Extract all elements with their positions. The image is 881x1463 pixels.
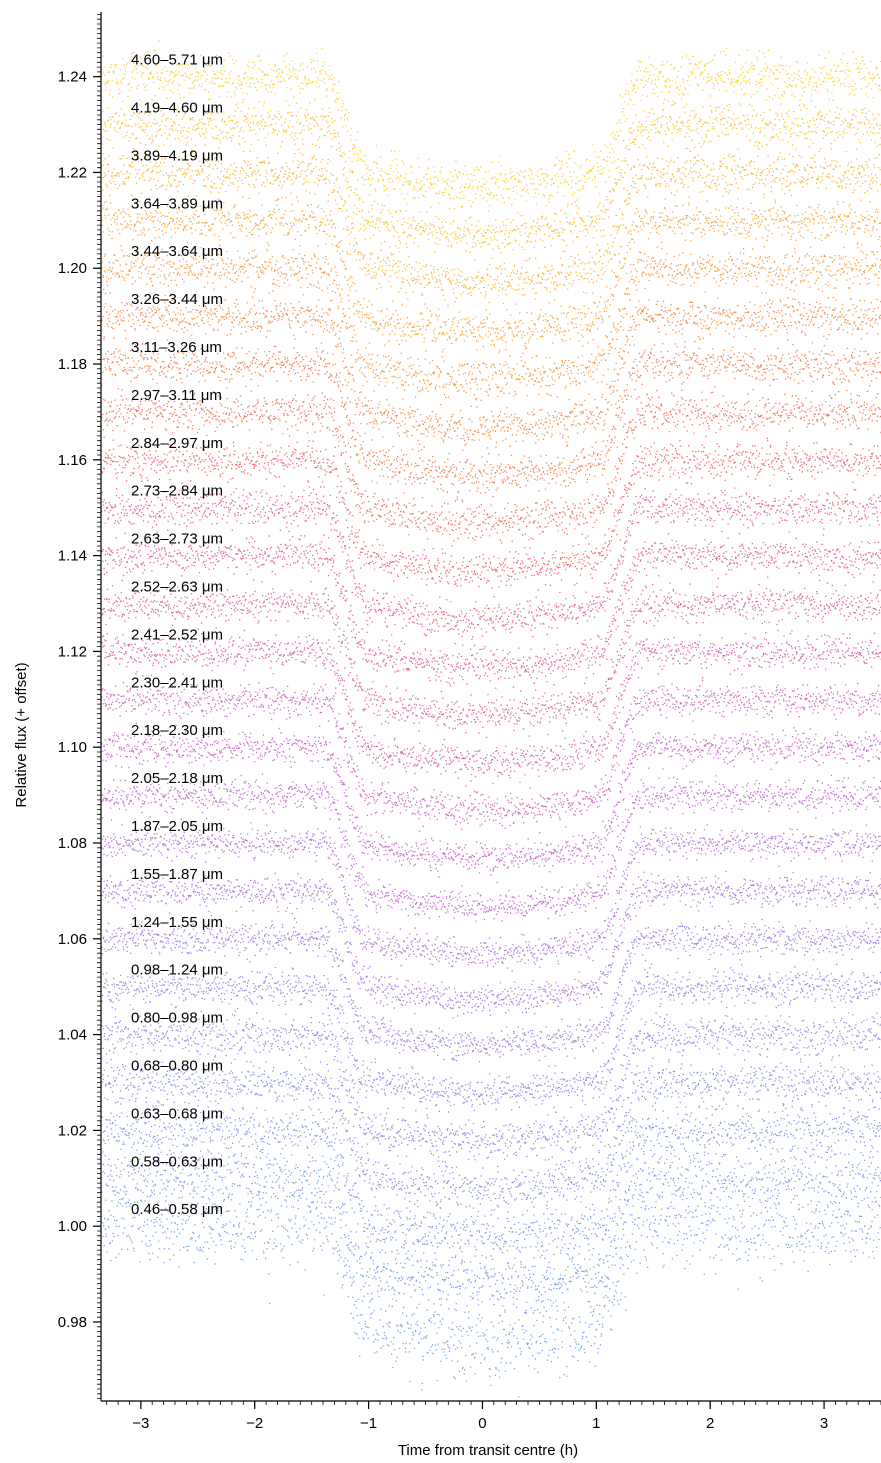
series-18: [101, 331, 881, 503]
series-4: [101, 1006, 881, 1168]
x-tick-label-0: −3: [132, 1415, 149, 1432]
y-tick-label-4: 1.06: [58, 931, 87, 948]
series-points-7: [101, 870, 881, 1019]
series-points-16: [101, 434, 881, 598]
series-23: [101, 89, 881, 262]
y-tick-label-3: 1.04: [58, 1027, 87, 1044]
y-tick-label-6: 1.10: [58, 739, 87, 756]
series-points-14: [101, 520, 881, 692]
series-label-9: 2.05–2.18 μm: [131, 770, 223, 787]
series-points-4: [101, 1006, 881, 1168]
series-6: [101, 912, 881, 1063]
series-points-20: [101, 242, 881, 405]
series-label-16: 2.84–2.97 μm: [131, 435, 223, 452]
series-22: [101, 139, 881, 305]
series-label-layer: 0.46–0.58 μm 0.58–0.63 μm 0.63–0.68 μm 0.68…: [131, 52, 223, 1218]
series-points-19: [101, 286, 881, 452]
y-tick-label-2: 1.02: [58, 1122, 87, 1139]
series-points-15: [101, 484, 881, 638]
series-label-5: 0.98–1.24 μm: [131, 962, 223, 979]
series-label-21: 3.64–3.89 μm: [131, 195, 223, 212]
series-points-10: [101, 718, 881, 878]
series-label-3: 0.68–0.80 μm: [131, 1058, 223, 1075]
x-tick-label-6: 3: [820, 1415, 828, 1432]
series-label-10: 2.18–2.30 μm: [131, 722, 223, 739]
series-7: [101, 870, 881, 1019]
series-19: [101, 286, 881, 452]
series-layer: [101, 40, 881, 1398]
series-label-19: 3.26–3.44 μm: [131, 291, 223, 308]
x-tick-label-5: 2: [706, 1415, 714, 1432]
x-tick-label-1: −2: [246, 1415, 263, 1432]
x-tick-label-3: 0: [478, 1415, 486, 1432]
series-label-14: 2.63–2.73 μm: [131, 531, 223, 548]
series-points-9: [101, 773, 881, 922]
series-label-6: 1.24–1.55 μm: [131, 914, 223, 931]
y-axis-title: Relative flux (+ offset): [13, 662, 30, 807]
series-10: [101, 718, 881, 878]
y-tick-label-7: 1.12: [58, 643, 87, 660]
x-axis-title: Time from transit centre (h): [398, 1442, 578, 1459]
axes-layer: 0.98 1.00 1.02 1.04 1.06 1.08 1.10 1.12 1.14 1.16…: [58, 12, 881, 1432]
series-14: [101, 520, 881, 692]
series-label-8: 1.87–2.05 μm: [131, 818, 223, 835]
y-tick-label-8: 1.14: [58, 548, 87, 565]
series-label-12: 2.41–2.52 μm: [131, 626, 223, 643]
y-tick-label-0: 0.98: [58, 1314, 87, 1331]
series-points-3: [101, 1056, 881, 1219]
series-label-11: 2.30–2.41 μm: [131, 674, 223, 691]
series-label-1: 0.58–0.63 μm: [131, 1153, 223, 1170]
series-label-4: 0.80–0.98 μm: [131, 1010, 223, 1027]
x-tick-label-4: 1: [592, 1415, 600, 1432]
series-label-15: 2.73–2.84 μm: [131, 483, 223, 500]
y-tick-label-12: 1.22: [58, 164, 87, 181]
series-13: [101, 576, 881, 738]
series-points-6: [101, 912, 881, 1063]
series-3: [101, 1056, 881, 1219]
x-tick-label-2: −1: [360, 1415, 377, 1432]
series-label-0: 0.46–0.58 μm: [131, 1201, 223, 1218]
y-tick-label-1: 1.00: [58, 1218, 87, 1235]
series-points-21: [101, 191, 881, 358]
series-label-18: 3.11–3.26 μm: [131, 339, 222, 356]
y-tick-label-9: 1.16: [58, 452, 87, 469]
series-15: [101, 484, 881, 638]
series-points-13: [101, 576, 881, 738]
series-label-7: 1.55–1.87 μm: [131, 866, 223, 883]
series-20: [101, 242, 881, 405]
series-21: [101, 191, 881, 358]
y-tick-label-5: 1.08: [58, 835, 87, 852]
series-points-18: [101, 331, 881, 503]
series-9: [101, 773, 881, 922]
series-points-22: [101, 139, 881, 305]
y-tick-label-11: 1.20: [58, 260, 87, 277]
series-points-23: [101, 89, 881, 262]
series-label-24: 4.60–5.71 μm: [131, 52, 223, 69]
series-label-20: 3.44–3.64 μm: [131, 243, 223, 260]
series-label-17: 2.97–3.11 μm: [131, 387, 222, 404]
series-label-23: 4.19–4.60 μm: [131, 100, 223, 117]
series-label-13: 2.52–2.63 μm: [131, 579, 223, 596]
y-tick-label-10: 1.18: [58, 356, 87, 373]
series-16: [101, 434, 881, 598]
y-tick-label-13: 1.24: [58, 69, 87, 86]
series-label-22: 3.89–4.19 μm: [131, 148, 223, 165]
series-label-2: 0.63–0.68 μm: [131, 1105, 223, 1122]
